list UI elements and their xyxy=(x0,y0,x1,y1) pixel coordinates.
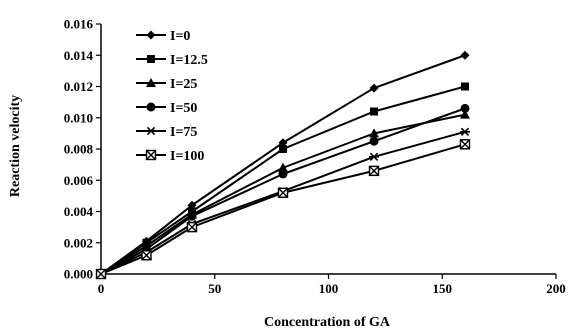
y-tick-label: 0.016 xyxy=(64,17,94,32)
legend-label: I=50 xyxy=(170,101,197,116)
data-point xyxy=(368,165,380,177)
legend-entry: I=12.5 xyxy=(136,53,208,68)
x-axis-title: Concentration of GA xyxy=(264,315,391,330)
x-tick-label: 150 xyxy=(433,281,453,296)
data-point xyxy=(369,136,379,146)
data-point xyxy=(145,149,157,161)
data-point xyxy=(279,145,287,153)
data-point xyxy=(278,169,288,179)
y-tick-label: 0.000 xyxy=(64,267,93,282)
legend-label: I=0 xyxy=(170,29,190,44)
legend-label: I=12.5 xyxy=(170,53,208,68)
legend-label: I=75 xyxy=(170,125,197,140)
legend-entry: I=50 xyxy=(136,101,197,116)
data-point xyxy=(146,102,156,112)
series-line xyxy=(100,130,466,275)
data-point xyxy=(146,78,156,87)
x-tick-label: 100 xyxy=(319,281,339,296)
legend-entry: I=25 xyxy=(136,77,197,92)
legend-label: I=100 xyxy=(170,149,204,164)
series-line xyxy=(100,113,466,275)
y-axis-title: Reaction velocity xyxy=(8,95,23,197)
series-line xyxy=(100,107,466,275)
y-tick-label: 0.014 xyxy=(64,48,94,63)
x-tick-label: 200 xyxy=(546,281,566,296)
data-point xyxy=(460,127,470,136)
y-tick-label: 0.008 xyxy=(64,142,94,157)
data-point xyxy=(460,103,470,113)
data-point xyxy=(461,82,469,91)
legend: I=0 I=12.5 I=25 I=50 I=75 I=100 xyxy=(136,29,208,164)
data-point xyxy=(95,268,107,280)
x-tick-label: 0 xyxy=(98,281,105,296)
data-point xyxy=(278,162,288,172)
data-point xyxy=(146,126,156,136)
y-tick-label: 0.006 xyxy=(64,173,94,188)
series-line xyxy=(100,143,466,275)
series-5 xyxy=(95,139,471,280)
series-line xyxy=(100,54,466,275)
series-line xyxy=(100,85,466,275)
data-point xyxy=(369,83,379,93)
data-point xyxy=(146,30,156,40)
data-point xyxy=(460,50,470,60)
data-point xyxy=(187,211,197,221)
data-point xyxy=(460,109,470,119)
y-tick-label: 0.010 xyxy=(64,110,93,125)
y-tick-label: 0.002 xyxy=(64,235,93,250)
axes: 0.000 0.002 0.004 0.006 0.008 0.010 0.012 0.014… xyxy=(64,17,566,297)
series-layer xyxy=(95,50,471,280)
data-point xyxy=(370,107,378,116)
legend-label: I=25 xyxy=(170,77,197,92)
y-tick-label: 0.012 xyxy=(64,79,93,94)
data-point xyxy=(186,221,198,233)
x-tick-label: 50 xyxy=(208,281,221,296)
data-point xyxy=(369,128,379,138)
legend-entry: I=0 xyxy=(136,29,190,44)
legend-entry: I=75 xyxy=(136,125,197,140)
data-point xyxy=(277,187,289,198)
legend-entry: I=100 xyxy=(136,149,204,164)
data-point xyxy=(141,250,152,261)
y-tick-label: 0.004 xyxy=(64,204,94,219)
data-point xyxy=(459,139,471,150)
data-point xyxy=(147,55,155,63)
data-point xyxy=(369,152,379,161)
